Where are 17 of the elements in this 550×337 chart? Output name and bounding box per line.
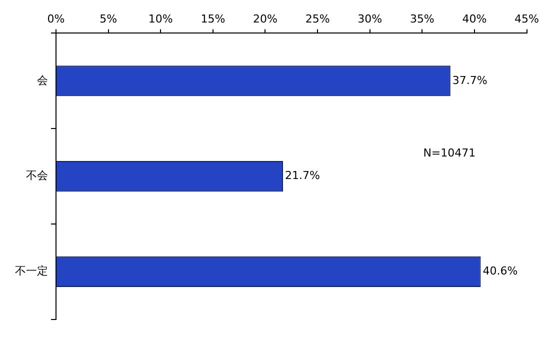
x-tick-label: 15% [200, 12, 226, 26]
data-label: 21.7% [285, 169, 320, 182]
y-tick-label: 不一定 [15, 264, 48, 278]
y-tick-label: 不会 [26, 169, 48, 182]
annotation: N=10471 [423, 146, 476, 160]
x-tick-label: 30% [358, 12, 382, 26]
x-tick-label: 25% [305, 12, 330, 26]
x-tick-label: 0% [47, 12, 65, 26]
x-tick-label: 20% [253, 12, 278, 26]
x-tick-label: 40% [462, 12, 487, 26]
x-tick-label: 45% [514, 12, 539, 26]
x-tick-label: 10% [148, 12, 173, 26]
x-tick-label: 35% [410, 12, 434, 26]
data-label: 37.7% [452, 74, 488, 87]
x-tick-label: 5% [100, 12, 118, 26]
data-label: 40.6% [482, 264, 518, 278]
y-tick-label: 会 [37, 74, 48, 87]
